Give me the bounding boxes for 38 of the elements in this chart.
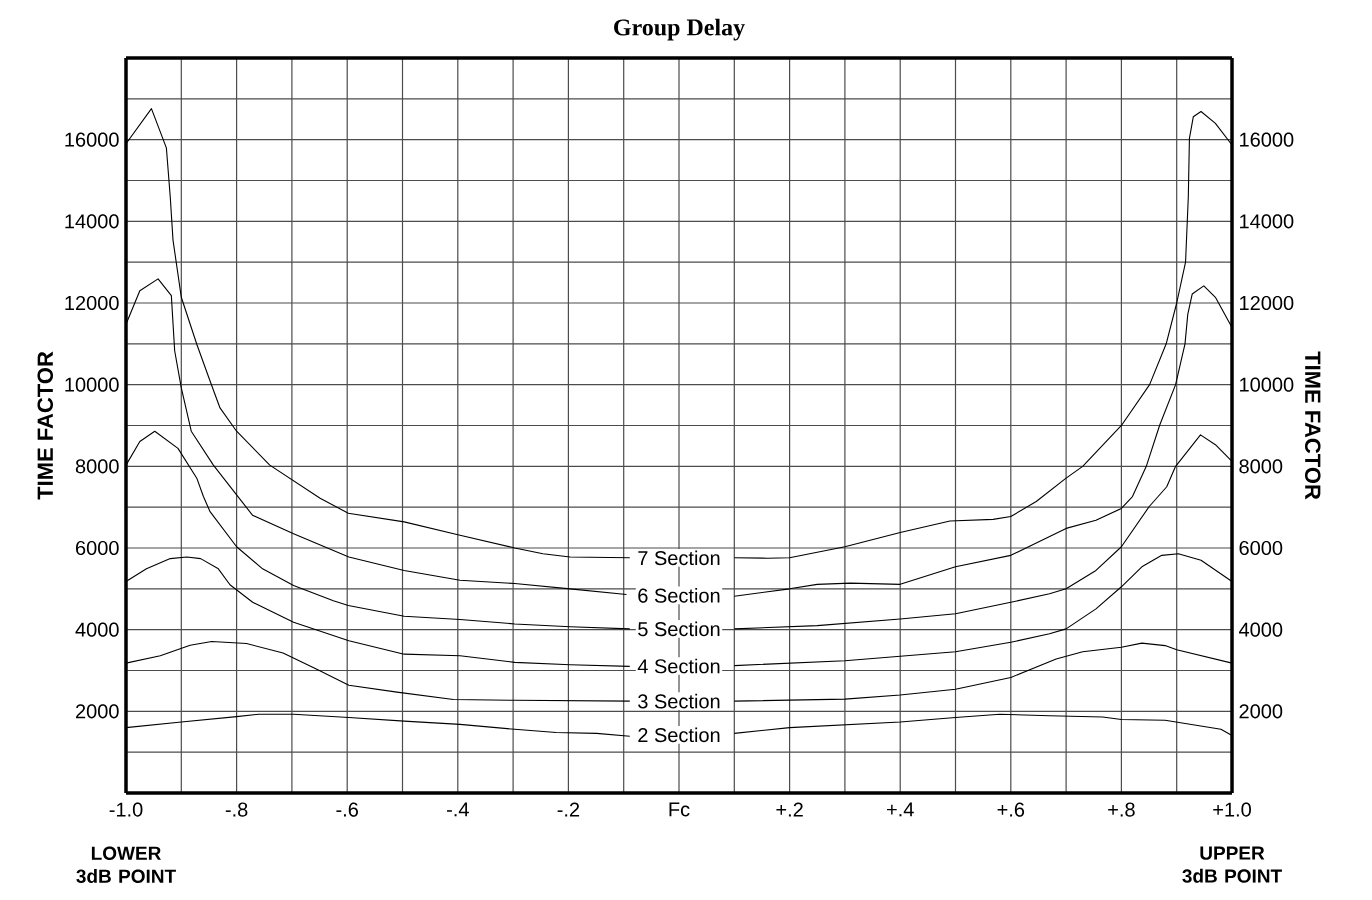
- y-tick-label: 2000: [75, 704, 119, 719]
- y2-tick-label: 6000: [1239, 540, 1283, 556]
- y-tick-label: 14000: [65, 214, 119, 229]
- text: UPPER 3dB POINT: [1182, 846, 1282, 883]
- x-tick-label: -.2: [557, 802, 580, 817]
- x-tick-label: +.2: [776, 802, 803, 817]
- y2-tick-label: 14000: [1240, 214, 1294, 229]
- x-tick-label: +.8: [1108, 802, 1135, 817]
- series-label: 7 Section: [638, 550, 720, 566]
- y-tick-label: 6000: [76, 540, 119, 556]
- y-tick-label: 8000: [75, 459, 119, 474]
- y-tick-label: 10000: [65, 377, 119, 392]
- series-label: 6 Section: [638, 588, 720, 603]
- series-label: 4 Section: [637, 658, 720, 674]
- y-axis-title: TIME FACTOR: [37, 351, 54, 500]
- x-tick-label: Fc: [669, 802, 690, 817]
- y2-tick-label: 10000: [1240, 377, 1294, 392]
- y2-tick-label: 2000: [1239, 704, 1283, 719]
- x-tick-label: -1.0: [109, 802, 143, 817]
- x-tick-label: +.6: [997, 802, 1025, 817]
- text: LOWER 3dB POINT: [76, 846, 176, 883]
- x-tick-label: -.8: [225, 802, 248, 817]
- y2-tick-label: 4000: [1238, 622, 1283, 637]
- series-label: 2 Section: [638, 727, 720, 743]
- y-tick-label: 4000: [75, 622, 119, 637]
- y2-tick-label: 12000: [1240, 295, 1294, 311]
- y2-tick-label: 16000: [1240, 132, 1294, 147]
- y2-tick-label: 8000: [1239, 459, 1283, 474]
- series-label: 3 Section: [638, 693, 720, 709]
- series-label: 5 Section: [638, 621, 720, 637]
- y2-axis-title: TIME FACTOR: [1304, 351, 1321, 500]
- x-tick-label: +.4: [887, 802, 914, 817]
- y-tick-label: 12000: [65, 295, 119, 311]
- x-tick-label: +1.0: [1213, 802, 1251, 817]
- chart-title: Group Delay: [614, 18, 745, 41]
- x-tick-label: -.4: [447, 802, 469, 817]
- y-tick-label: 16000: [65, 132, 119, 147]
- x-tick-label: -.6: [336, 802, 358, 817]
